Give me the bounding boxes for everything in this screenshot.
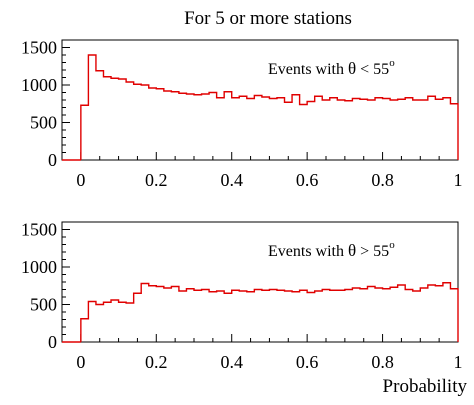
y-tick-label: 1500 (21, 38, 57, 58)
chart-title: For 5 or more stations (184, 8, 352, 29)
y-tick-label: 1000 (21, 75, 57, 95)
y-tick-label: 0 (48, 150, 57, 170)
x-tick-label: 0.8 (371, 352, 394, 372)
x-tick-label: 0.4 (220, 170, 243, 190)
annotation-label: Events with θ < 55o (268, 57, 395, 78)
plot-frame (61, 221, 459, 343)
y-tick-label: 500 (30, 113, 57, 133)
x-tick-label: 0.6 (296, 352, 319, 372)
annotation-relation: > 55 (356, 243, 389, 260)
y-tick-label: 0 (48, 332, 57, 352)
y-tick-label: 1000 (21, 257, 57, 277)
x-tick-label: 0.2 (145, 352, 168, 372)
y-tick-label: 1500 (21, 220, 57, 240)
y-tick-label: 500 (30, 295, 57, 315)
plot-frame (61, 39, 459, 161)
x-tick-label: 0.4 (220, 352, 243, 372)
histogram-line (80, 54, 459, 160)
x-tick-label: 0.8 (371, 170, 394, 190)
annotation-prefix: Events with (268, 61, 348, 78)
histogram-line (80, 282, 459, 342)
x-tick-label: 0.2 (145, 170, 168, 190)
histogram-panel-1: 0 0.2 0.4 0.6 0.8 1 0 500 1000 1500 Events with θ … (21, 38, 463, 191)
x-tick-label: 0 (76, 170, 85, 190)
x-axis-label: Probability (383, 376, 468, 397)
degree-superscript: o (389, 57, 395, 69)
theta-symbol: θ (348, 241, 356, 260)
annotation-label: Events with θ > 55o (268, 239, 395, 260)
theta-symbol: θ (348, 59, 356, 78)
annotation-relation: < 55 (356, 61, 389, 78)
degree-superscript: o (389, 239, 395, 251)
x-tick-label: 0 (76, 352, 85, 372)
annotation-prefix: Events with (268, 243, 348, 260)
x-tick-label: 0.6 (296, 170, 319, 190)
histogram-panel-2: 0 0.2 0.4 0.6 0.8 1 0 500 1000 1500 Events with θ … (21, 220, 463, 373)
x-tick-label: 1 (454, 352, 463, 372)
x-tick-label: 1 (454, 170, 463, 190)
